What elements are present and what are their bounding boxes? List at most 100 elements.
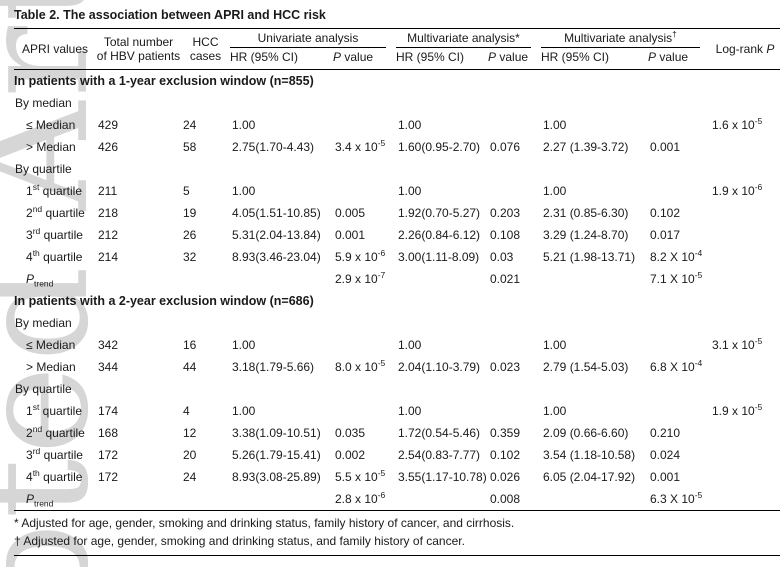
- table-row: 2nd quartile 168 12 3.38(1.09-10.51) 0.035 1.…: [14, 422, 780, 444]
- cell-multivariate1-p: [488, 334, 541, 356]
- row-label: Ptrend: [26, 271, 54, 289]
- cell-hcc-cases: 20: [183, 447, 197, 462]
- cell-multivariate2-p: 0.001: [650, 139, 681, 154]
- cell-multivariate1-hr: 1.72(0.54-5.46): [398, 425, 481, 440]
- table-row: 1st quartile 174 4 1.00 1.00 1.00 1.9 x 10-5: [14, 400, 780, 422]
- cell-multivariate2-hr: [541, 488, 648, 510]
- cell-total-patients: 172: [98, 447, 119, 462]
- cell-multivariate1-hr: 1.60(0.95-2.70): [398, 139, 481, 154]
- row-label: 3rd quartile: [26, 445, 83, 462]
- cell-univariate-p: 0.001: [335, 227, 366, 242]
- table-row: 3rd quartile 172 20 5.26(1.79-15.41) 0.002 2.…: [14, 444, 780, 466]
- cell-multivariate2-p: [648, 180, 710, 202]
- cell-log-rank-p: [710, 136, 780, 158]
- cell-univariate-p: 5.9 x 10-6: [335, 247, 386, 264]
- cell-multivariate2-hr: 2.27 (1.39-3.72): [543, 139, 629, 154]
- cell-total-patients: 344: [98, 359, 119, 374]
- cell-univariate-p: 5.5 x 10-5: [335, 467, 386, 484]
- cell-hcc-cases: 44: [183, 359, 197, 374]
- cell-total-patients: 168: [98, 425, 119, 440]
- row-label: 4th quartile: [26, 247, 83, 264]
- row-label: 1st quartile: [26, 181, 83, 198]
- col-group-univariate-analysis: Univariate analysis: [230, 29, 396, 49]
- row-label: 3rd quartile: [26, 225, 83, 242]
- row-group-label: By median: [15, 315, 72, 330]
- group-label-row: By median: [14, 312, 780, 334]
- row-group-label: By quartile: [15, 381, 72, 396]
- col-header-apri-values: APRI values: [14, 29, 96, 70]
- col-header-hcc-cases: HCC cases: [181, 29, 230, 70]
- table-row: Ptrend 2.9 x 10-7 0.021 7.1 X 10-5: [14, 268, 780, 290]
- multivariate-analysis-2-label: Multivariate analysis†: [541, 30, 700, 49]
- cell-univariate-p: 2.8 x 10-6: [335, 489, 386, 506]
- cell-multivariate2-hr: 1.00: [543, 337, 567, 352]
- multivariate-analysis-1-label: Multivariate analysis*: [396, 31, 531, 49]
- cell-multivariate2-p: 0.210: [650, 425, 681, 440]
- cell-multivariate2-p: [648, 334, 710, 356]
- cell-multivariate2-p: 0.017: [650, 227, 681, 242]
- cell-total-patients: 214: [98, 249, 119, 264]
- row-group-label: By quartile: [15, 161, 72, 176]
- cell-total-patients: 174: [98, 403, 119, 418]
- table-row: ≤ Median 342 16 1.00 1.00 1.00 3.1 x 10-5: [14, 334, 780, 356]
- cell-multivariate2-hr: 6.05 (2.04-17.92): [543, 469, 636, 484]
- cell-univariate-hr: 1.00: [232, 403, 256, 418]
- table-body: In patients with a 1-year exclusion wind…: [14, 69, 780, 510]
- cell-total-patients: [96, 488, 181, 510]
- cell-hcc-cases: 16: [183, 337, 197, 352]
- row-label: 2nd quartile: [26, 423, 85, 440]
- cell-multivariate2-p: 0.024: [650, 447, 681, 462]
- cell-multivariate2-p: 0.102: [650, 205, 681, 220]
- cell-log-rank-p: 3.1 x 10-5: [712, 335, 763, 352]
- cell-multivariate1-hr: [396, 268, 488, 290]
- row-label: 1st quartile: [26, 401, 83, 418]
- cell-total-patients: 212: [98, 227, 119, 242]
- cell-multivariate1-hr: 1.00: [398, 183, 422, 198]
- cell-multivariate1-hr: 3.55(1.17-10.78): [398, 469, 487, 484]
- row-label: Ptrend: [26, 491, 54, 509]
- row-label: > Median: [26, 139, 76, 154]
- col-header-uni-p: P value: [333, 48, 396, 70]
- cell-univariate-hr: 3.18(1.79-5.66): [232, 359, 315, 374]
- table-row: 4th quartile 172 24 8.93(3.08-25.89) 5.5 x 1…: [14, 466, 780, 488]
- cell-multivariate1-p: 0.203: [490, 205, 521, 220]
- footnote-asterisk: * Adjusted for age, gender, smoking and …: [14, 515, 515, 530]
- col-header-m1-p: P value: [488, 48, 541, 70]
- cell-univariate-hr: 5.26(1.79-15.41): [232, 447, 321, 462]
- table-row: Ptrend 2.8 x 10-6 0.008 6.3 X 10-5: [14, 488, 780, 510]
- cell-univariate-p: 0.005: [335, 205, 366, 220]
- table-row: ≤ Median 429 24 1.00 1.00 1.00 1.6 x 10-5: [14, 114, 780, 136]
- cell-univariate-hr: 8.93(3.46-23.04): [232, 249, 321, 264]
- cell-multivariate2-hr: 2.09 (0.66-6.60): [543, 425, 629, 440]
- row-label: ≤ Median: [26, 337, 76, 352]
- cell-multivariate2-p: 6.3 X 10-5: [650, 489, 703, 506]
- cell-log-rank-p: [710, 356, 780, 378]
- row-label: ≤ Median: [26, 117, 76, 132]
- cell-multivariate1-p: 0.023: [490, 359, 521, 374]
- col-header-m2-hr: HR (95% CI): [541, 48, 648, 70]
- section-title: In patients with a 1-year exclusion wind…: [14, 73, 314, 88]
- cell-multivariate1-hr: 1.00: [398, 117, 422, 132]
- row-label: 4th quartile: [26, 467, 83, 484]
- cell-total-patients: 211: [98, 183, 118, 198]
- cell-total-patients: 429: [98, 117, 119, 132]
- cell-multivariate2-p: [648, 114, 710, 136]
- cell-log-rank-p: [710, 202, 780, 224]
- cell-multivariate1-p: 0.03: [490, 249, 514, 264]
- cell-univariate-hr: 8.93(3.08-25.89): [232, 469, 321, 484]
- cell-log-rank-p: [710, 268, 780, 290]
- cell-univariate-hr: 5.31(2.04-13.84): [232, 227, 321, 242]
- cell-hcc-cases: 24: [183, 469, 197, 484]
- cell-total-patients: [96, 268, 181, 290]
- table-header: APRI values Total number of HBV patients…: [14, 29, 780, 70]
- cell-univariate-hr: [230, 488, 333, 510]
- cell-total-patients: 218: [98, 205, 119, 220]
- cell-multivariate2-hr: 2.79 (1.54-5.03): [543, 359, 629, 374]
- cell-multivariate2-hr: 1.00: [543, 117, 567, 132]
- cell-hcc-cases: 19: [183, 205, 197, 220]
- cell-total-patients: 342: [98, 337, 119, 352]
- col-header-total-hbv-patients: Total number of HBV patients: [96, 29, 181, 70]
- cell-multivariate1-hr: 1.00: [398, 337, 422, 352]
- cell-log-rank-p: [710, 246, 780, 268]
